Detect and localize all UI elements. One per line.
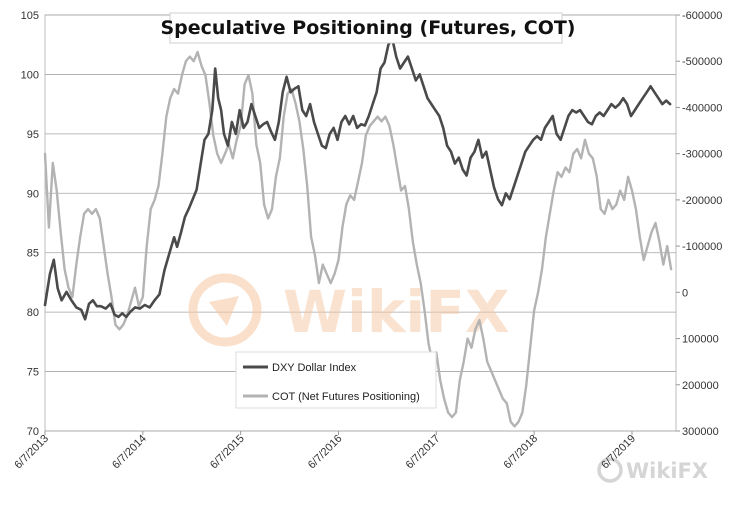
y-left-tick-label: 70 — [27, 426, 39, 438]
y-left-tick-label: 105 — [21, 10, 39, 22]
watermark-logo-mark — [209, 296, 239, 326]
x-tick-label: 6/7/2015 — [208, 433, 247, 472]
chart-title: Speculative Positioning (Futures, COT) — [161, 17, 576, 39]
y-right-tick-label: -300000 — [682, 149, 722, 161]
legend-box — [235, 351, 437, 409]
y-right-tick-label: -500000 — [682, 56, 722, 68]
series-line-dxy — [43, 37, 672, 321]
y-right-tick-label: -600000 — [682, 10, 722, 22]
x-tick-label: 6/7/2014 — [110, 433, 149, 472]
y-left-tick-label: 90 — [27, 188, 39, 200]
y-left-tick-label: 80 — [27, 307, 39, 319]
y-right-tick-label: 100000 — [682, 334, 719, 346]
y-left-tick-label: 100 — [21, 69, 39, 81]
y-right-tick-label: -100000 — [682, 241, 722, 253]
corner-watermark-brand: WikiFX — [626, 459, 708, 483]
y-left-tick-label: 95 — [27, 129, 39, 141]
corner-watermark-logo — [597, 457, 623, 483]
y-right-tick-label: 300000 — [682, 426, 719, 438]
x-tick-label: 6/7/2018 — [501, 433, 540, 472]
y-right-tick-label: 200000 — [682, 380, 719, 392]
y-right-tick-label: 0 — [682, 287, 688, 299]
x-tick-label: 6/7/2017 — [404, 433, 443, 472]
watermark: WikiFX WikiFX — [188, 273, 708, 483]
legend-label-dxy: DXY Dollar Index — [272, 362, 357, 374]
x-tick-label: 6/7/2013 — [12, 433, 51, 472]
y-right-tick-label: -400000 — [682, 102, 722, 114]
title-group: Speculative Positioning (Futures, COT) — [161, 12, 576, 44]
legend: DXY Dollar Index COT (Net Futures Positio… — [235, 351, 437, 409]
legend-label-cot: COT (Net Futures Positioning) — [272, 391, 420, 403]
y-left-tick-label: 85 — [27, 248, 39, 260]
watermark-logo — [188, 273, 262, 347]
watermark-brand: WikiFX — [283, 278, 510, 346]
title-box — [169, 12, 563, 44]
x-tick-label: 6/7/2016 — [306, 433, 345, 472]
series-line-cot — [43, 50, 673, 428]
y-left-tick-label: 75 — [27, 367, 39, 379]
series-layer — [43, 37, 673, 428]
y-right-tick-label: -200000 — [682, 195, 722, 207]
